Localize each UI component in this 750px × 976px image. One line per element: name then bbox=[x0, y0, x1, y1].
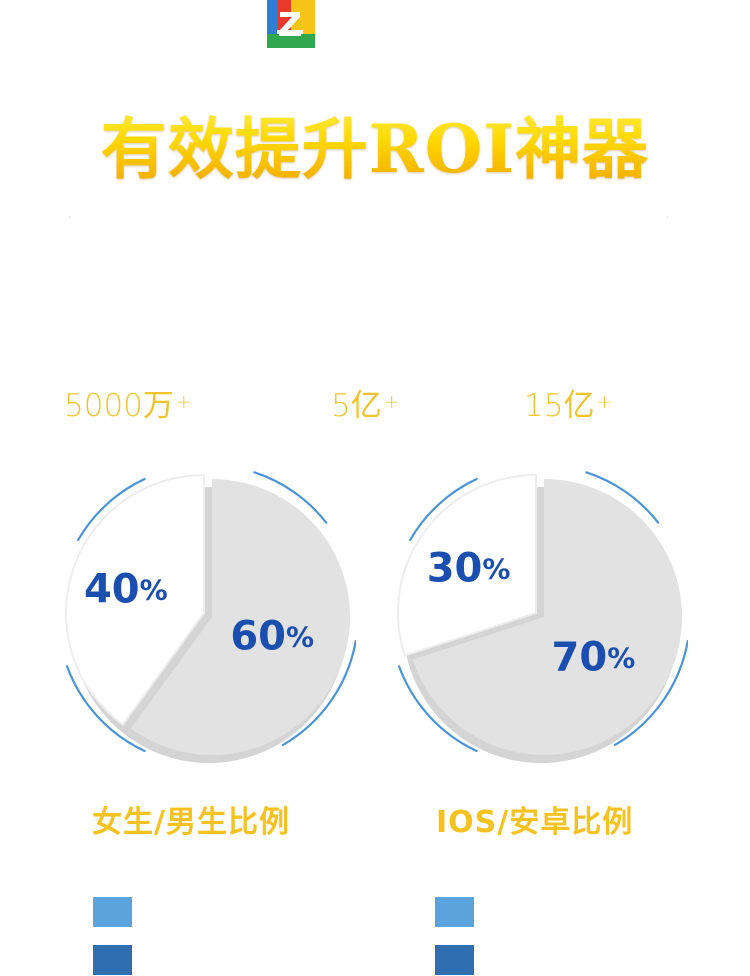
page-headline: 有效提升ROI神器 bbox=[0, 96, 750, 192]
ring-arc-0 bbox=[585, 471, 660, 524]
decor-dot-right bbox=[666, 216, 669, 219]
pie-slice-major bbox=[412, 479, 682, 755]
brand-logo-icon bbox=[267, 0, 315, 48]
legend-swatch-dark-1 bbox=[93, 945, 132, 975]
chart-title-gender: 女生/男生比例 bbox=[92, 805, 290, 840]
ring-arc-2 bbox=[397, 665, 478, 753]
pie-percent-label: 60% bbox=[230, 613, 314, 659]
stat-suffix: + bbox=[596, 391, 613, 413]
pie-percent-label: 70% bbox=[552, 635, 636, 681]
stat-value-3: 15亿 + bbox=[524, 380, 612, 425]
legend-swatch-light-1 bbox=[93, 897, 132, 927]
ring-arc-1 bbox=[281, 639, 356, 747]
stat-number: 15亿 bbox=[524, 388, 595, 424]
pie-slice-minor bbox=[65, 473, 205, 727]
decor-dot-left bbox=[68, 216, 71, 219]
ring-arc-0 bbox=[253, 471, 328, 524]
ring-arc-1 bbox=[613, 639, 688, 747]
legend-swatch-light-2 bbox=[435, 897, 474, 927]
ring-arc-3 bbox=[76, 477, 146, 542]
pie-percent-label: 40% bbox=[84, 567, 168, 613]
ring-arc-2 bbox=[65, 665, 146, 753]
stat-number: 5亿 bbox=[331, 388, 382, 424]
pie-slice-major bbox=[130, 479, 350, 755]
pie-chart-gender: 40% 60% bbox=[65, 471, 356, 763]
stat-suffix: + bbox=[383, 391, 400, 413]
stat-number: 5000万 bbox=[64, 388, 174, 424]
pie-chart-platform: 30% 70% bbox=[397, 471, 688, 763]
stat-suffix: + bbox=[175, 391, 192, 413]
stat-value-1: 5000万 + bbox=[64, 380, 192, 425]
pie-slice-minor bbox=[397, 473, 537, 657]
pie-percent-label: 30% bbox=[427, 545, 511, 591]
chart-title-platform: IOS/安卓比例 bbox=[436, 805, 634, 840]
stat-value-2: 5亿 + bbox=[331, 380, 400, 425]
ring-arc-3 bbox=[408, 477, 478, 542]
legend-swatch-dark-2 bbox=[435, 945, 474, 975]
